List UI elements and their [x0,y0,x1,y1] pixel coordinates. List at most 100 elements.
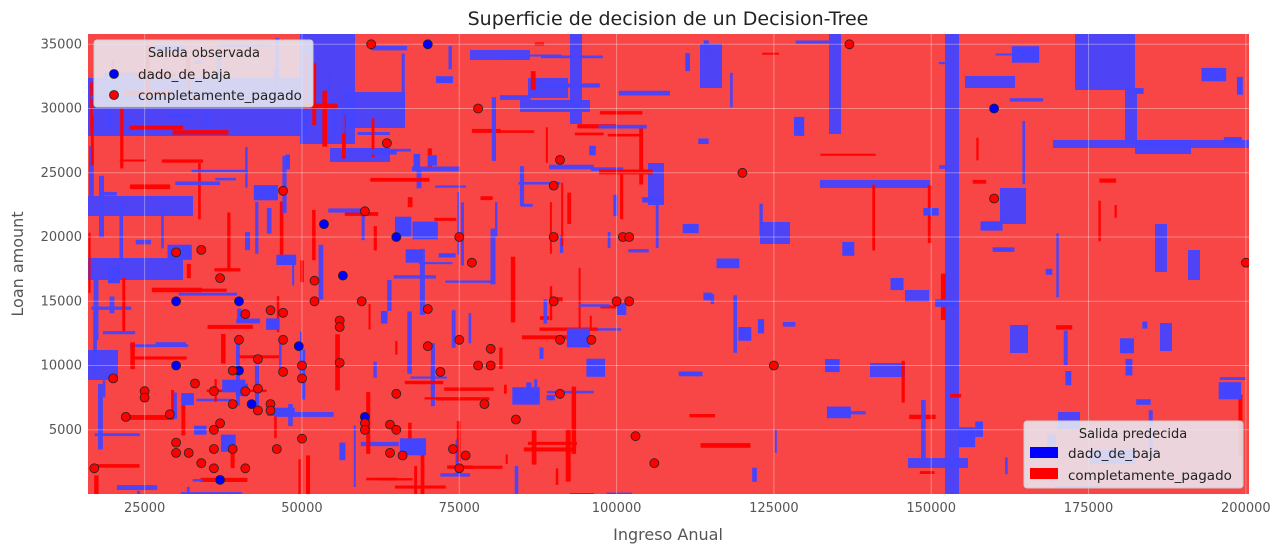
point-dado_de_baja-7 [293,341,304,352]
legend-predicted-box [1023,420,1244,489]
point-completamente_pagado-11 [548,232,559,242]
point-completamente_pagado-48 [190,378,200,389]
point-dado_de_baja-2 [319,219,329,230]
x-axis-ticks: 25000 50000 75000 100000 125000 150000 175000 2… [124,501,1271,516]
point-completamente_pagado-16 [215,273,226,284]
point-completamente_pagado-51 [208,386,219,397]
point-completamente_pagado-87 [89,463,100,474]
y-tick-label-0: 5000 [49,423,82,438]
point-completamente_pagado-43 [278,366,289,377]
point-completamente_pagado-70 [171,437,182,448]
point-completamente_pagado-6 [737,167,748,178]
point-completamente_pagado-36 [485,343,496,354]
y-tick-label-3: 20000 [41,230,82,245]
legend-observed-label-1: completamente_pagado [138,88,302,104]
point-completamente_pagado-14 [171,247,182,258]
legend-observed-marker-1 [109,90,119,100]
point-completamente_pagado-19 [356,296,367,307]
y-tick-label-2: 15000 [41,294,82,309]
point-completamente_pagado-15 [196,244,207,255]
point-completamente_pagado-21 [548,296,559,307]
point-completamente_pagado-13 [624,232,635,242]
x-tick-label-0: 25000 [124,501,165,516]
point-completamente_pagado-79 [397,450,408,461]
point-completamente_pagado-26 [278,307,289,318]
point-dado_de_baja-12 [215,474,226,485]
x-tick-label-5: 150000 [906,501,956,516]
point-completamente_pagado-7 [548,180,559,191]
legend-predicted-label-1: completamente_pagado [1068,468,1232,484]
point-completamente_pagado-85 [454,463,465,474]
point-completamente_pagado-88 [1241,257,1249,268]
x-tick-label-1: 50000 [281,501,322,516]
point-completamente_pagado-65 [385,419,395,430]
chart-title: Superficie de decision de un Decision-Tr… [468,8,869,30]
legend-predicted-swatch-0 [1030,447,1058,458]
y-tick-label-5: 30000 [41,102,82,117]
point-completamente_pagado-49 [252,383,263,394]
point-dado_de_baja-8 [171,360,182,371]
x-axis-label: Ingreso Anual [613,525,723,544]
legend-observed: Salida observada dado_de_baja completame… [93,39,314,108]
point-completamente_pagado-52 [240,386,251,397]
point-completamente_pagado-9 [359,206,370,217]
point-completamente_pagado-42 [769,360,779,371]
legend-observed-marker-0 [109,69,119,79]
legend-predicted: Salida predecida dado_de_baja completame… [1023,420,1244,489]
y-tick-label-4: 25000 [41,166,82,181]
y-tick-label-6: 35000 [41,37,82,52]
point-completamente_pagado-81 [460,450,471,461]
point-dado_de_baja-10 [246,399,257,410]
point-completamente_pagado-68 [391,424,402,435]
y-axis-label: Loan amount [8,211,27,316]
scatter-points [89,39,1249,485]
point-completamente_pagado-73 [208,444,219,454]
x-tick-label-3: 100000 [592,501,642,516]
point-dado_de_baja-3 [391,232,402,242]
point-completamente_pagado-44 [227,365,238,376]
point-completamente_pagado-56 [227,399,238,410]
legend-observed-label-0: dado_de_baja [138,67,231,83]
x-tick-label-7: 200000 [1221,501,1271,516]
point-completamente_pagado-17 [309,275,320,286]
legend-observed-box [93,39,314,108]
point-completamente_pagado-71 [297,433,307,444]
point-completamente_pagado-37 [252,354,263,365]
point-dado_de_baja-0 [422,39,433,50]
point-completamente_pagado-69 [511,414,521,425]
point-completamente_pagado-1 [844,39,855,50]
point-completamente_pagado-86 [649,458,660,469]
point-completamente_pagado-45 [435,366,446,377]
point-dado_de_baja-6 [234,296,244,307]
y-tick-label-1: 10000 [41,359,82,374]
x-tick-label-2: 75000 [439,501,480,516]
point-completamente_pagado-5 [555,154,565,165]
point-completamente_pagado-55 [139,392,150,403]
point-completamente_pagado-46 [108,373,119,384]
point-completamente_pagado-60 [164,409,175,420]
point-completamente_pagado-33 [555,334,565,345]
point-completamente_pagado-2 [473,103,484,114]
point-dado_de_baja-4 [337,270,348,281]
gridlines [88,34,1249,494]
point-dado_de_baja-5 [171,296,182,307]
point-completamente_pagado-40 [473,360,484,371]
legend-predicted-label-0: dado_de_baja [1068,446,1161,462]
point-completamente_pagado-32 [454,334,465,345]
point-completamente_pagado-66 [208,424,219,435]
point-completamente_pagado-25 [265,305,276,316]
legend-predicted-title: Salida predecida [1079,427,1187,442]
point-completamente_pagado-24 [240,309,251,320]
point-completamente_pagado-8 [278,185,289,196]
point-completamente_pagado-82 [196,458,207,469]
point-dado_de_baja-1 [989,103,999,114]
point-completamente_pagado-3 [989,193,999,204]
y-axis-ticks: 5000 10000 15000 20000 25000 30000 35000 [41,37,82,437]
point-completamente_pagado-41 [485,360,496,371]
point-completamente_pagado-75 [271,444,282,454]
point-completamente_pagado-27 [422,304,433,314]
legend-predicted-swatch-1 [1030,468,1058,479]
point-completamente_pagado-67 [359,424,370,435]
point-completamente_pagado-61 [252,405,263,416]
